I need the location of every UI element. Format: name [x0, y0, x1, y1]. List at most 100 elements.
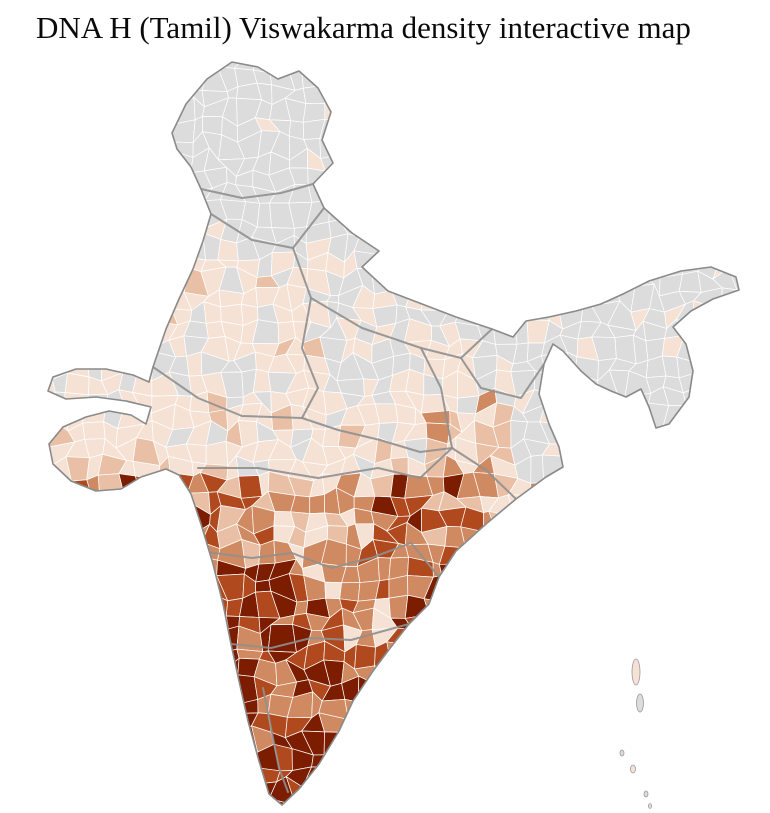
district[interactable] — [609, 80, 637, 102]
district[interactable] — [574, 140, 596, 154]
district[interactable] — [526, 135, 546, 157]
district[interactable] — [441, 237, 463, 263]
district[interactable] — [507, 270, 536, 297]
district[interactable] — [421, 703, 444, 722]
district[interactable] — [99, 625, 126, 650]
district[interactable] — [132, 695, 160, 719]
district[interactable] — [223, 795, 247, 813]
district[interactable] — [474, 658, 493, 678]
district[interactable] — [454, 287, 485, 309]
district[interactable] — [407, 696, 429, 718]
district[interactable] — [49, 592, 76, 618]
district[interactable] — [30, 207, 59, 221]
district[interactable] — [528, 801, 549, 813]
district[interactable] — [118, 352, 138, 374]
district[interactable] — [731, 186, 755, 210]
district[interactable] — [574, 389, 601, 411]
district[interactable] — [696, 577, 720, 595]
district[interactable] — [440, 709, 466, 730]
district[interactable] — [714, 98, 735, 117]
district[interactable] — [652, 764, 664, 788]
district[interactable] — [717, 506, 736, 529]
district[interactable] — [556, 631, 586, 649]
district[interactable] — [167, 63, 193, 90]
district[interactable] — [505, 221, 536, 241]
district[interactable] — [667, 79, 686, 110]
district[interactable] — [389, 269, 413, 291]
district[interactable] — [132, 608, 160, 633]
district[interactable] — [677, 692, 700, 719]
district[interactable] — [69, 742, 87, 763]
district[interactable] — [83, 779, 105, 803]
district[interactable] — [352, 219, 375, 238]
district[interactable] — [155, 96, 176, 126]
district[interactable] — [183, 200, 207, 229]
district[interactable] — [695, 84, 717, 109]
district[interactable] — [65, 489, 91, 514]
district[interactable] — [664, 793, 689, 813]
district[interactable] — [407, 202, 429, 225]
district[interactable] — [727, 440, 755, 461]
district[interactable] — [585, 168, 597, 188]
district[interactable] — [48, 257, 76, 277]
district[interactable] — [175, 187, 186, 211]
district[interactable] — [557, 558, 586, 585]
district[interactable] — [574, 510, 601, 533]
district[interactable] — [190, 659, 206, 688]
district[interactable] — [461, 675, 485, 698]
district[interactable] — [460, 762, 474, 780]
district[interactable] — [404, 760, 427, 790]
district[interactable] — [715, 728, 738, 756]
district[interactable] — [659, 692, 687, 721]
district[interactable] — [439, 626, 462, 651]
district[interactable] — [185, 556, 209, 585]
district[interactable] — [523, 601, 545, 620]
district[interactable] — [579, 558, 599, 581]
district[interactable] — [592, 131, 621, 161]
district[interactable] — [727, 541, 753, 557]
district[interactable] — [386, 84, 412, 105]
district[interactable] — [151, 683, 168, 705]
district[interactable] — [460, 96, 477, 122]
district[interactable] — [557, 219, 581, 244]
district[interactable] — [541, 496, 566, 516]
district[interactable] — [64, 47, 92, 72]
district[interactable] — [100, 746, 119, 765]
district[interactable] — [564, 488, 579, 517]
district[interactable] — [199, 795, 228, 813]
district[interactable] — [539, 46, 567, 75]
district[interactable] — [652, 131, 663, 160]
district[interactable] — [74, 200, 89, 227]
district[interactable] — [30, 509, 58, 528]
district[interactable] — [89, 284, 110, 312]
district[interactable] — [352, 204, 375, 223]
district[interactable] — [460, 592, 484, 620]
district[interactable] — [388, 716, 415, 737]
district[interactable] — [607, 647, 628, 669]
district[interactable] — [463, 692, 476, 723]
district[interactable] — [629, 68, 648, 83]
district[interactable] — [494, 593, 511, 618]
district[interactable] — [357, 125, 380, 142]
district[interactable] — [618, 396, 629, 413]
district[interactable] — [492, 289, 519, 310]
district[interactable] — [328, 185, 346, 203]
district[interactable] — [51, 611, 76, 636]
district[interactable] — [190, 49, 209, 72]
district[interactable] — [141, 541, 159, 567]
district[interactable] — [645, 237, 672, 260]
district[interactable] — [439, 641, 464, 669]
district[interactable] — [49, 778, 72, 806]
district[interactable] — [730, 795, 754, 812]
district[interactable] — [541, 541, 560, 567]
district[interactable] — [728, 151, 752, 173]
district[interactable] — [156, 594, 174, 620]
district[interactable] — [353, 130, 380, 158]
district[interactable] — [488, 222, 515, 245]
district[interactable] — [86, 509, 110, 532]
district[interactable] — [185, 590, 209, 618]
district[interactable] — [575, 544, 598, 561]
district[interactable] — [630, 490, 654, 511]
district[interactable] — [540, 785, 569, 804]
district[interactable] — [389, 696, 415, 720]
